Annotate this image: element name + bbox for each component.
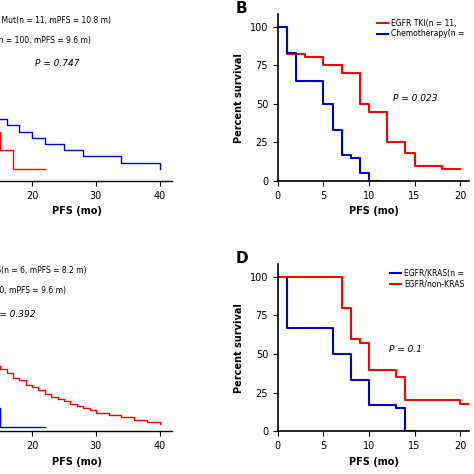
X-axis label: PFS (mo): PFS (mo) <box>348 206 399 216</box>
Text: Mut(n = 100, mPFS = 9.6 m): Mut(n = 100, mPFS = 9.6 m) <box>0 36 91 45</box>
Text: P = 0.747: P = 0.747 <box>35 59 79 68</box>
Legend: EGFR TKI(n = 11,, Chemotherapy(n =: EGFR TKI(n = 11,, Chemotherapy(n = <box>376 18 465 39</box>
Text: = 100, mPFS = 9.6 m): = 100, mPFS = 9.6 m) <box>0 286 66 295</box>
Text: P = 0.392: P = 0.392 <box>0 310 35 319</box>
Text: P = 0.023: P = 0.023 <box>392 94 437 103</box>
Y-axis label: Percent survival: Percent survival <box>234 303 244 393</box>
Legend: EGFR/KRAS(n =, EGFR/non-KRAS: EGFR/KRAS(n =, EGFR/non-KRAS <box>389 268 465 289</box>
Text: D: D <box>236 251 248 266</box>
Text: P = 0.1: P = 0.1 <box>389 345 422 354</box>
Text: B: B <box>236 1 247 16</box>
Y-axis label: Percent survival: Percent survival <box>234 53 244 143</box>
X-axis label: PFS (mo): PFS (mo) <box>52 456 102 466</box>
X-axis label: PFS (mo): PFS (mo) <box>52 206 102 216</box>
Text: itant Mut(n = 11, mPFS = 10.8 m): itant Mut(n = 11, mPFS = 10.8 m) <box>0 16 111 25</box>
Text: KRAS(n = 6, mPFS = 8.2 m): KRAS(n = 6, mPFS = 8.2 m) <box>0 266 87 275</box>
X-axis label: PFS (mo): PFS (mo) <box>348 456 399 466</box>
